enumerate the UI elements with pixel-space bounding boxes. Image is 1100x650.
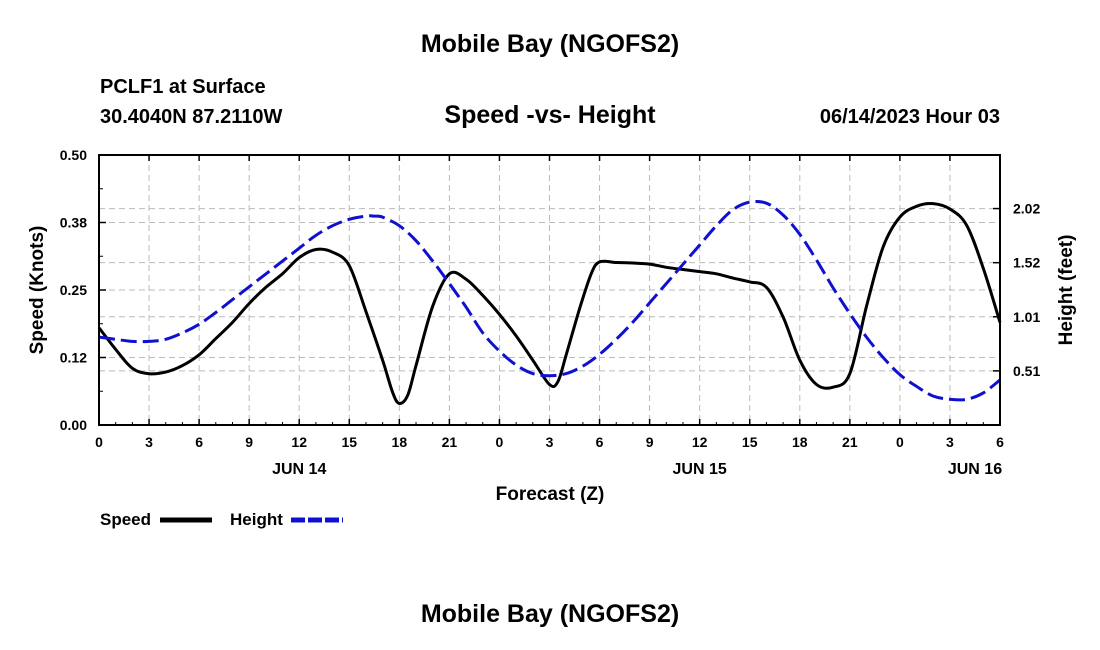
legend: Speed Height [100,510,343,529]
y2-tick-label: 2.02 [1013,201,1040,217]
y-tick-label: 0.50 [60,147,87,163]
x-tick-label: 18 [392,434,408,450]
date-label: JUN 15 [673,461,727,478]
grid-layer [99,155,1000,425]
y-axis-title: Speed (Knots) [27,226,48,355]
x-tick-label: 21 [842,434,858,450]
date-label: JUN 16 [948,461,1002,478]
series-line-height [98,199,1001,402]
y2-tick-label: 0.51 [1013,363,1040,379]
x-tick-label: 12 [291,434,307,450]
y-tick-label: 0.25 [60,282,87,298]
datetime-label: 06/14/2023 Hour 03 [819,106,1000,128]
x-tick-label: 18 [792,434,808,450]
x-tick-label: 0 [95,434,103,450]
x-tick-label: 3 [546,434,554,450]
x-tick-label: 0 [896,434,904,450]
station-label: PCLF1 at Surface [100,76,266,98]
date-label: JUN 14 [272,461,326,478]
x-tick-label: 6 [195,434,203,450]
y2-tick-label: 1.01 [1013,309,1040,325]
footer-title: Mobile Bay (NGOFS2) [420,600,680,628]
series-layer [97,199,1002,405]
legend-label-speed: Speed [100,510,151,529]
x-tick-label: 15 [742,434,758,450]
chart-title: Mobile Bay (NGOFS2) [420,30,680,58]
chart-subtitle: Speed -vs- Height [444,101,656,129]
x-tick-label: 6 [596,434,604,450]
x-tick-label: 3 [946,434,954,450]
y-tick-label: 0.12 [60,350,87,366]
x-tick-label: 21 [442,434,458,450]
series-line-speed [97,202,1002,405]
axis-label-layer: 0 3 6 9 12 15 18 21 0 3 6 9 12 15 18 21 0 3 6 JUN 14 JUN 15 J… [60,147,1041,478]
x-tick-label: 6 [996,434,1004,450]
y2-axis-title: Height (feet) [1056,235,1077,346]
y-tick-label: 0.38 [60,215,87,231]
y2-tick-label: 1.52 [1013,255,1040,271]
x-tick-label: 3 [145,434,153,450]
legend-label-height: Height [230,510,283,529]
y-tick-label: 0.00 [60,417,87,433]
x-tick-label: 9 [245,434,253,450]
x-tick-label: 0 [496,434,504,450]
x-axis-title: Forecast (Z) [496,484,605,505]
x-tick-label: 9 [646,434,654,450]
x-tick-label: 12 [692,434,708,450]
x-tick-label: 15 [341,434,357,450]
coordinates-label: 30.4040N 87.2110W [100,106,283,128]
